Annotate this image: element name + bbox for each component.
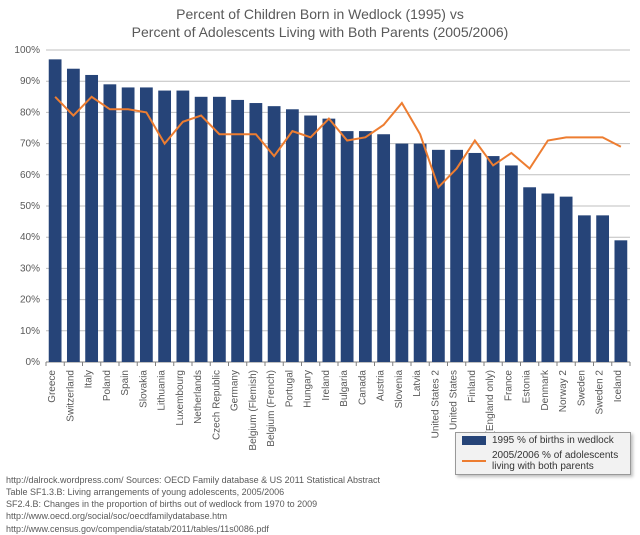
y-tick-label: 10%: [20, 326, 40, 337]
x-category-label: Bulgaria: [339, 370, 350, 407]
legend-row-line: 2005/2006 % of adolescents living with b…: [456, 448, 630, 474]
legend-swatch-line: [462, 460, 486, 462]
bar: [122, 87, 135, 362]
source-line: SF2.4.B: Changes in the proportion of bi…: [6, 498, 380, 510]
source-line: http://www.oecd.org/social/soc/oecdfamil…: [6, 510, 380, 522]
bar: [578, 215, 591, 362]
bar: [487, 156, 500, 362]
bar: [560, 197, 573, 362]
bar: [85, 75, 98, 362]
x-category-label: Belgium (Flemish): [248, 370, 259, 451]
legend-bar-label: 1995 % of births in wedlock: [492, 435, 614, 446]
y-tick-label: 70%: [20, 139, 40, 150]
legend-line-label: 2005/2006 % of adolescents living with b…: [492, 450, 624, 472]
bar: [614, 240, 627, 362]
x-category-label: Hungary: [303, 370, 314, 408]
bar: [414, 144, 427, 362]
x-category-label: Spain: [120, 370, 131, 396]
y-tick-label: 0%: [26, 357, 41, 368]
x-category-label: Estonia: [522, 370, 533, 404]
bar: [596, 215, 609, 362]
bar: [304, 116, 317, 362]
chart-container: Percent of Children Born in Wedlock (199…: [0, 0, 640, 531]
bar: [541, 194, 554, 362]
bar: [359, 131, 372, 362]
bar: [286, 109, 299, 362]
bar: [158, 91, 171, 362]
legend-swatch-bar: [462, 436, 486, 445]
y-tick-label: 50%: [20, 201, 40, 212]
x-category-label: Netherlands: [193, 370, 204, 424]
source-line: Table SF1.3.B: Living arrangements of yo…: [6, 486, 380, 498]
y-tick-label: 20%: [20, 295, 40, 306]
x-category-label: Greece: [47, 370, 58, 403]
bar: [395, 144, 408, 362]
x-category-label: Belgium (French): [266, 370, 277, 447]
bar: [176, 91, 189, 362]
x-category-label: Italy: [84, 370, 95, 388]
x-category-label: Finland: [467, 370, 478, 403]
bar: [49, 59, 62, 362]
x-category-label: Portugal: [284, 370, 295, 407]
x-category-label: Sweden 2: [595, 370, 606, 415]
bar: [450, 150, 463, 362]
x-category-label: Iceland: [613, 370, 624, 402]
bar: [213, 97, 226, 362]
bar: [322, 119, 335, 362]
bar: [341, 131, 354, 362]
bar: [377, 134, 390, 362]
sources-credits: http://dalrock.wordpress.com/ Sources: O…: [6, 474, 380, 535]
bar: [505, 165, 518, 362]
x-category-label: Luxembourg: [175, 370, 186, 426]
y-tick-label: 90%: [20, 76, 40, 87]
x-category-label: Sweden: [576, 370, 587, 406]
y-tick-label: 30%: [20, 263, 40, 274]
y-tick-label: 80%: [20, 107, 40, 118]
x-category-label: Denmark: [540, 369, 551, 411]
x-category-label: Czech Republic: [211, 370, 222, 440]
x-category-label: Slovakia: [138, 370, 149, 408]
bar: [103, 84, 116, 362]
x-category-label: Austria: [376, 370, 387, 402]
x-category-label: Slovenia: [394, 370, 405, 409]
bar: [140, 87, 153, 362]
x-category-label: Ireland: [321, 370, 332, 401]
legend-row-bar: 1995 % of births in wedlock: [456, 433, 630, 448]
legend: 1995 % of births in wedlock 2005/2006 % o…: [455, 432, 631, 475]
y-tick-label: 40%: [20, 232, 40, 243]
x-category-label: Poland: [102, 370, 113, 401]
x-category-label: Canada: [357, 370, 368, 405]
bar: [231, 100, 244, 362]
bar: [523, 187, 536, 362]
x-category-label: United States 2: [430, 370, 441, 439]
x-category-label: United States: [449, 370, 460, 430]
source-line: http://dalrock.wordpress.com/ Sources: O…: [6, 474, 380, 486]
bar: [195, 97, 208, 362]
y-tick-label: 100%: [14, 45, 40, 56]
bar: [249, 103, 262, 362]
x-category-label: Norway 2: [558, 370, 569, 413]
x-category-label: Latvia: [412, 370, 423, 397]
x-category-label: Switzerland: [65, 370, 76, 422]
x-category-label: France: [503, 370, 514, 402]
y-tick-label: 60%: [20, 170, 40, 181]
bar: [268, 106, 281, 362]
bar: [468, 153, 481, 362]
x-category-label: Germany: [230, 370, 241, 411]
bar: [67, 69, 80, 362]
source-line: http://www.census.gov/compendia/statab/2…: [6, 523, 380, 535]
x-category-label: Lithuania: [157, 370, 168, 411]
